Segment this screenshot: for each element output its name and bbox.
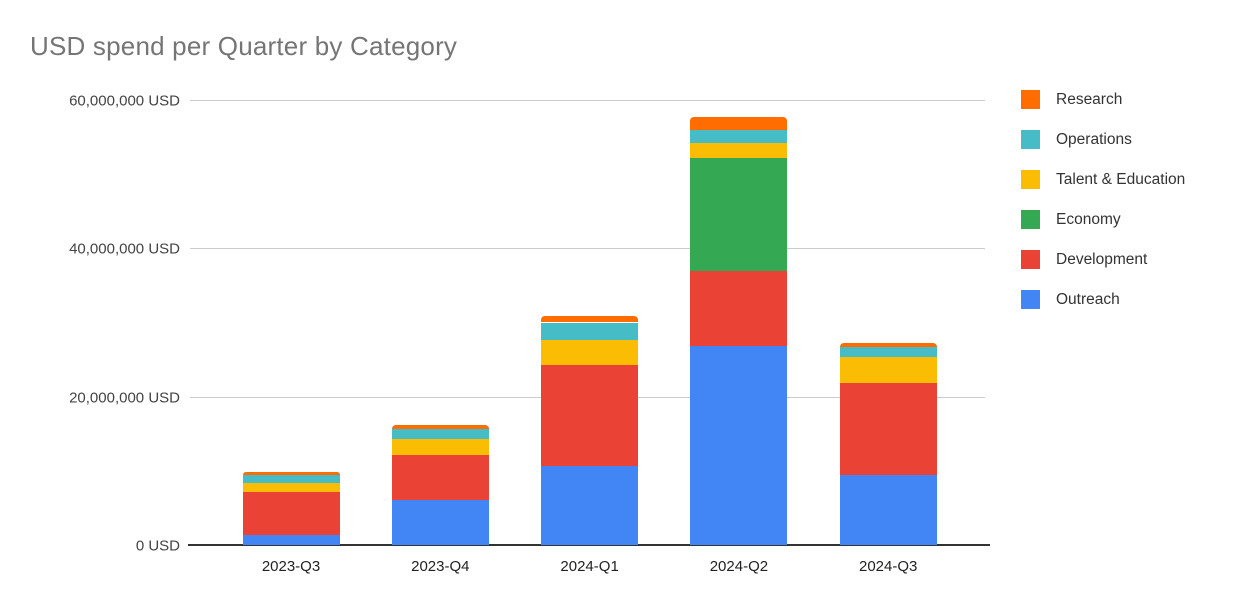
gridline-40-000-000-USD	[190, 248, 985, 250]
bar-segment-development-2024-q1[interactable]	[541, 364, 639, 466]
bar-segment-talent-education-2024-q2[interactable]	[690, 143, 788, 158]
gridline-60-000-000-USD	[190, 100, 985, 101]
bar-segment-research-2023-q4[interactable]	[391, 424, 489, 429]
legend-swatch-research	[1021, 90, 1040, 109]
bar-segment-development-2023-q4[interactable]	[391, 454, 489, 500]
bar-segment-research-2024-q3[interactable]	[839, 342, 937, 347]
x-axis-tick-label-2024-q1: 2024-Q1	[560, 558, 619, 575]
legend-label-research: Research	[1056, 90, 1123, 108]
legend-item-research[interactable]: Research	[1021, 90, 1122, 109]
legend-label-economy: Economy	[1056, 210, 1121, 228]
bar-segment-outreach-2024-q3[interactable]	[839, 474, 937, 545]
legend-item-talent-education[interactable]: Talent & Education	[1021, 170, 1185, 189]
legend-swatch-outreach	[1021, 290, 1040, 309]
x-axis-tick-label-2024-q2: 2024-Q2	[709, 558, 769, 575]
y-axis-tick-label: 60,000,000 USD	[69, 92, 180, 110]
bar-segment-operations-2023-q4[interactable]	[391, 428, 489, 439]
legend-item-operations[interactable]: Operations	[1021, 130, 1132, 149]
bar-segment-operations-2024-q2[interactable]	[690, 129, 788, 143]
legend-label-operations: Operations	[1056, 130, 1132, 148]
legend-item-development[interactable]: Development	[1021, 250, 1147, 269]
bar-segment-operations-2024-q3[interactable]	[839, 346, 937, 357]
x-axis-tick-label-2023-q4: 2023-Q4	[411, 558, 470, 575]
legend-item-outreach[interactable]: Outreach	[1021, 290, 1120, 309]
legend-swatch-development	[1021, 250, 1040, 269]
x-axis-tick-label-2023-q3: 2023-Q3	[261, 558, 321, 575]
bar-segment-outreach-2024-q1[interactable]	[541, 465, 639, 545]
bar-segment-talent-education-2023-q3[interactable]	[242, 483, 340, 492]
y-axis-tick-label: 0 USD	[135, 537, 180, 555]
legend-label-talent-education: Talent & Education	[1056, 170, 1186, 188]
bar-segment-research-2024-q2[interactable]	[690, 117, 788, 130]
bar-segment-outreach-2023-q4[interactable]	[391, 499, 489, 545]
bar-segment-development-2024-q2[interactable]	[690, 270, 788, 347]
bar-segment-talent-education-2024-q1[interactable]	[541, 340, 639, 365]
bar-segment-talent-education-2024-q3[interactable]	[839, 356, 937, 384]
x-axis-line	[188, 544, 990, 546]
chart-title: USD spend per Quarter by Category	[30, 31, 458, 61]
legend-label-development: Development	[1056, 250, 1148, 268]
bar-segment-research-2024-q1[interactable]	[541, 316, 639, 323]
bar-segment-operations-2023-q3[interactable]	[242, 475, 340, 484]
legend-item-economy[interactable]: Economy	[1021, 210, 1121, 229]
bar-segment-talent-education-2023-q4[interactable]	[391, 438, 489, 455]
bar-segment-operations-2024-q1[interactable]	[541, 322, 639, 341]
legend-swatch-economy	[1021, 210, 1040, 229]
bar-segment-economy-2024-q2[interactable]	[690, 157, 788, 271]
bar-segment-development-2024-q3[interactable]	[839, 383, 937, 475]
bar-segment-development-2023-q3[interactable]	[242, 491, 340, 536]
legend-swatch-operations	[1021, 130, 1040, 149]
bar-segment-outreach-2024-q2[interactable]	[690, 346, 788, 545]
legend-label-outreach: Outreach	[1056, 290, 1120, 308]
y-axis-tick-label: 40,000,000 USD	[69, 240, 180, 258]
x-axis-tick-label-2024-q3: 2024-Q3	[859, 558, 918, 575]
y-axis-tick-label: 20,000,000 USD	[69, 389, 180, 407]
legend-swatch-talent-education	[1021, 170, 1040, 189]
bar-segment-research-2023-q3[interactable]	[242, 471, 340, 476]
bar-segment-outreach-2023-q3[interactable]	[242, 535, 340, 545]
